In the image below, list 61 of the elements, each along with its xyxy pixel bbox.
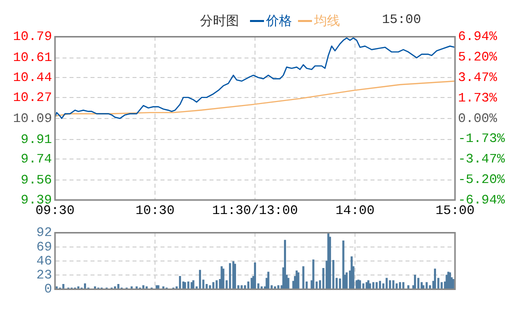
- bar: [402, 282, 404, 290]
- y2-tick-label: 6.94%: [458, 29, 498, 44]
- y2-tick-label: 1.73%: [458, 90, 498, 106]
- legend-label: 价格: [266, 13, 292, 30]
- bar: [376, 282, 378, 290]
- y-tick-label: 0: [44, 282, 52, 297]
- y-tick-label: 69: [36, 239, 52, 254]
- y2-tick-label: -3.47%: [458, 152, 505, 167]
- chart-title: 分时图: [200, 13, 239, 30]
- bar: [446, 274, 448, 290]
- x-tick-label: 09:30: [35, 203, 75, 218]
- y-tick-label: 10.27: [12, 90, 52, 105]
- bar: [350, 256, 353, 290]
- y2-tick-label: 5.20%: [458, 50, 498, 65]
- y2-tick-label: 0.00%: [458, 110, 498, 126]
- y-tick-label: 9.56: [20, 172, 52, 188]
- bar: [198, 270, 202, 290]
- x-tick-label: 11:30/13:00: [212, 203, 298, 218]
- bar: [234, 264, 236, 290]
- y-tick-label: 46: [36, 253, 52, 268]
- bar: [414, 274, 416, 290]
- bar: [372, 282, 374, 290]
- y-tick-label: 10.44: [12, 70, 52, 86]
- bar: [287, 278, 290, 290]
- bar: [420, 282, 423, 290]
- bar: [220, 266, 223, 290]
- bar: [328, 236, 332, 290]
- y-tick-label: 92: [36, 225, 52, 240]
- bar: [212, 282, 214, 290]
- bar: [247, 282, 250, 290]
- bar: [187, 282, 190, 290]
- y2-tick-label: 3.47%: [458, 70, 498, 86]
- legend-label: 均线: [314, 13, 340, 30]
- bar: [222, 268, 224, 290]
- bar: [254, 262, 256, 290]
- bar: [178, 276, 182, 290]
- y-tick-label: 10.09: [12, 110, 52, 126]
- bar: [434, 268, 436, 290]
- bar: [426, 282, 428, 290]
- bar: [296, 270, 298, 290]
- bar: [440, 282, 443, 290]
- y-tick-label: 10.79: [12, 29, 52, 44]
- x-tick-label: 10:30: [135, 203, 175, 218]
- y-tick-label: 9.74: [20, 152, 52, 167]
- y-tick-label: 23: [36, 268, 52, 283]
- text: 15:00: [382, 12, 422, 27]
- y-tick-label: 9.91: [20, 132, 52, 147]
- x-tick-label: 15:00: [435, 203, 475, 218]
- bar: [297, 272, 300, 290]
- bar: [302, 266, 304, 290]
- bar: [386, 278, 388, 290]
- bar: [417, 278, 420, 290]
- bar: [398, 282, 402, 290]
- bar: [378, 280, 382, 290]
- bar: [312, 259, 314, 290]
- bar: [267, 272, 270, 290]
- y2-tick-label: -5.20%: [458, 172, 505, 187]
- y2-tick-label: -1.73%: [458, 131, 505, 146]
- x-tick-label: 14:00: [335, 203, 375, 218]
- bar: [228, 263, 232, 290]
- y-tick-label: 10.61: [12, 50, 52, 66]
